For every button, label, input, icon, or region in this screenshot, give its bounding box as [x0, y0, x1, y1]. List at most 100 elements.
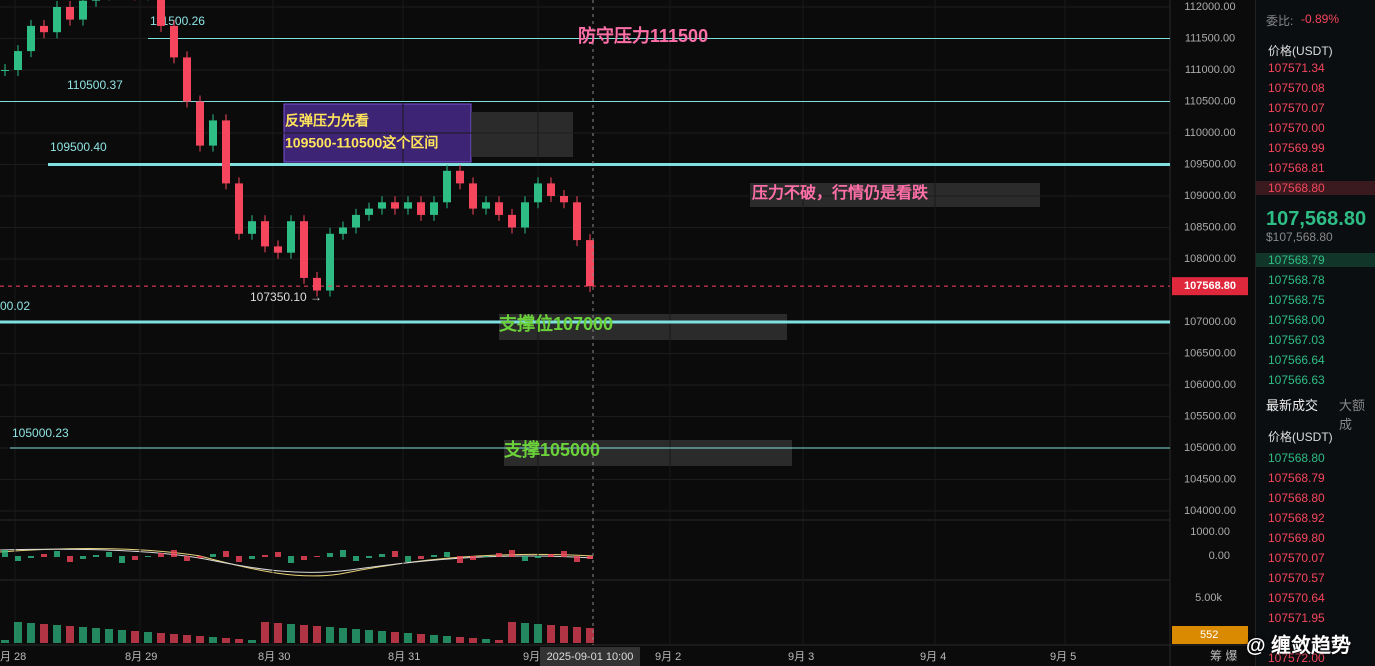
- ask-price: 107568.81: [1268, 161, 1325, 175]
- macd-bar: [301, 556, 307, 560]
- price-tick-label: 105000.00: [1184, 442, 1236, 454]
- macd-bar: [366, 556, 372, 558]
- candle: [391, 202, 399, 209]
- time-label: 9月 5: [1050, 651, 1076, 663]
- last-price: 107,568.80: [1266, 208, 1367, 230]
- volume-bar: [417, 634, 425, 643]
- price-tick-label: 104000.00: [1184, 505, 1236, 517]
- volume-bar: [430, 635, 438, 643]
- candle: [417, 202, 425, 215]
- volume-bar: [274, 623, 282, 643]
- macd-bar: [145, 556, 151, 557]
- volume-bar: [534, 624, 542, 643]
- candle: [274, 246, 282, 253]
- volume-bar: [352, 629, 360, 643]
- macd-bar: [353, 556, 359, 561]
- macd-bar: [223, 551, 229, 557]
- macd-bar: [470, 556, 476, 560]
- volume-bar: [378, 631, 386, 643]
- candle: [40, 25, 48, 33]
- macd-bar: [496, 553, 502, 557]
- candle: [521, 202, 529, 228]
- macd-bar: [106, 552, 112, 557]
- candle: [560, 196, 568, 203]
- macd-bar: [405, 556, 411, 562]
- candle: [14, 51, 22, 70]
- time-label: 9月: [523, 651, 540, 663]
- volume-bar: [118, 630, 126, 643]
- annotation: 109500-110500这个区间: [285, 135, 438, 151]
- macd-bar: [15, 556, 21, 561]
- ask-price: 107568.80: [1256, 181, 1375, 195]
- trade-price: 107571.95: [1268, 611, 1325, 625]
- price-tick-label: 104500.00: [1184, 473, 1236, 485]
- candle: [248, 221, 256, 234]
- macd-bar: [548, 554, 554, 557]
- annotation: 防守压力111500: [578, 25, 708, 46]
- volume-bar: [560, 626, 568, 643]
- candle: [300, 221, 308, 278]
- trade-price: 107568.79: [1268, 471, 1325, 485]
- candle: [508, 214, 516, 228]
- price-tick-label: 112000.00: [1184, 1, 1235, 13]
- macd-tick-label: 1000.00: [1190, 526, 1230, 538]
- volume-bar: [313, 626, 321, 643]
- macd-bar: [431, 555, 437, 557]
- volume-bar: [326, 627, 334, 643]
- order-book: 委比: -0.89% 价格(USDT) 107571.34 107570.08 10757…: [1246, 0, 1375, 666]
- ratio-label: 委比:: [1266, 14, 1294, 28]
- macd-bar: [574, 556, 580, 562]
- tab: 大额成: [1339, 398, 1366, 432]
- low-label: 107350.10 →: [250, 290, 322, 304]
- annotation: 支撑位107000: [498, 313, 613, 334]
- volume-bar: [586, 628, 594, 643]
- candle: [261, 221, 269, 247]
- ask-price: 107570.07: [1268, 101, 1325, 115]
- time-label: 8月 30: [258, 651, 290, 663]
- current-price: 107568.80: [1184, 280, 1236, 292]
- volume-bar: [105, 629, 113, 643]
- level-label: 110500.37: [67, 78, 123, 92]
- volume-bar: [27, 623, 35, 643]
- candle: [456, 170, 464, 184]
- price-tick-label: 106000.00: [1184, 379, 1236, 391]
- volume-bar: [300, 625, 308, 643]
- bid-price: 107568.00: [1268, 313, 1325, 327]
- macd-bar: [2, 550, 8, 557]
- candle: [222, 120, 230, 184]
- column-header: 价格(USDT): [1268, 430, 1333, 444]
- macd-bar: [80, 556, 86, 559]
- candle: [183, 57, 191, 102]
- candle: [352, 214, 360, 228]
- candle: [469, 183, 477, 209]
- volume-bar: [521, 623, 529, 643]
- candle: [365, 208, 373, 215]
- volume-bar: [391, 632, 399, 643]
- level-label: 00.02: [0, 299, 30, 313]
- macd-bar: [314, 556, 320, 557]
- volume-bar: [14, 622, 22, 643]
- tab: 最新成交: [1266, 398, 1319, 413]
- macd-bar: [119, 556, 125, 563]
- macd-bar: [535, 556, 541, 558]
- macd-bar: [288, 556, 294, 563]
- candle: [92, 0, 100, 1]
- annotation-box: [499, 314, 787, 340]
- macd-bar: [392, 551, 398, 557]
- macd-bar: [418, 556, 424, 559]
- time-label: 8月 31: [388, 651, 420, 663]
- macd-bar: [509, 550, 515, 557]
- candle: [378, 202, 386, 209]
- price-tick-label: 111500.00: [1185, 32, 1235, 44]
- bid-price: 107568.79: [1256, 253, 1375, 267]
- ask-price: 107570.08: [1268, 81, 1325, 95]
- volume-bar: [144, 632, 152, 643]
- macd-bar: [28, 556, 34, 558]
- candle: [1, 70, 9, 71]
- volume-bar: [482, 639, 490, 643]
- price-tick-label: 107000.00: [1184, 316, 1236, 328]
- volume-bar: [248, 640, 256, 643]
- candle: [209, 120, 217, 146]
- trade-price: 107568.80: [1268, 451, 1325, 465]
- macd-bar: [54, 551, 60, 557]
